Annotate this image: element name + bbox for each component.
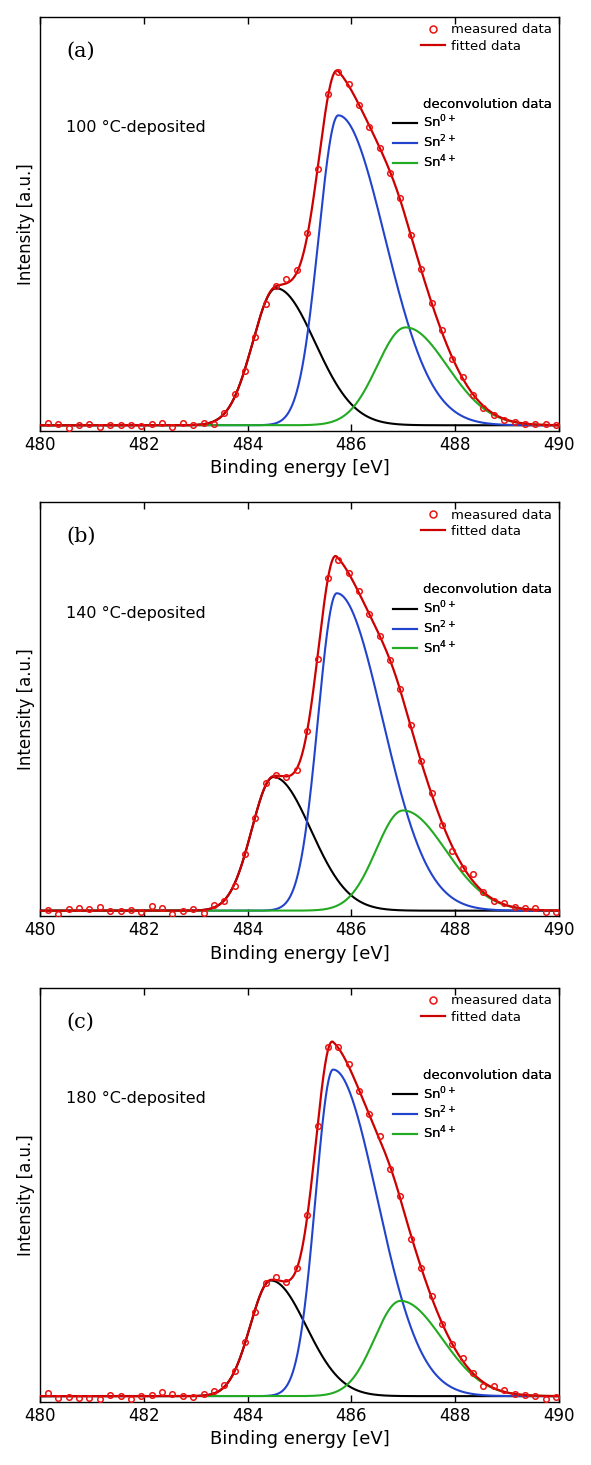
Text: 180 °C-deposited: 180 °C-deposited <box>66 1091 206 1106</box>
Text: 140 °C-deposited: 140 °C-deposited <box>66 605 206 621</box>
Legend: deconvolution data, Sn$^{0+}$, Sn$^{2+}$, Sn$^{4+}$: deconvolution data, Sn$^{0+}$, Sn$^{2+}$… <box>393 1069 552 1141</box>
Text: (a): (a) <box>66 41 95 60</box>
Y-axis label: Intensity [a.u.]: Intensity [a.u.] <box>17 163 35 284</box>
Text: (b): (b) <box>66 527 96 546</box>
Y-axis label: Intensity [a.u.]: Intensity [a.u.] <box>17 1134 35 1256</box>
Text: (c): (c) <box>66 1012 94 1031</box>
Text: 100 °C-deposited: 100 °C-deposited <box>66 120 206 135</box>
X-axis label: Binding energy [eV]: Binding energy [eV] <box>210 1430 389 1449</box>
Legend: deconvolution data, Sn$^{0+}$, Sn$^{2+}$, Sn$^{4+}$: deconvolution data, Sn$^{0+}$, Sn$^{2+}$… <box>393 98 552 170</box>
X-axis label: Binding energy [eV]: Binding energy [eV] <box>210 459 389 478</box>
Y-axis label: Intensity [a.u.]: Intensity [a.u.] <box>17 649 35 771</box>
X-axis label: Binding energy [eV]: Binding energy [eV] <box>210 945 389 963</box>
Legend: deconvolution data, Sn$^{0+}$, Sn$^{2+}$, Sn$^{4+}$: deconvolution data, Sn$^{0+}$, Sn$^{2+}$… <box>393 583 552 656</box>
